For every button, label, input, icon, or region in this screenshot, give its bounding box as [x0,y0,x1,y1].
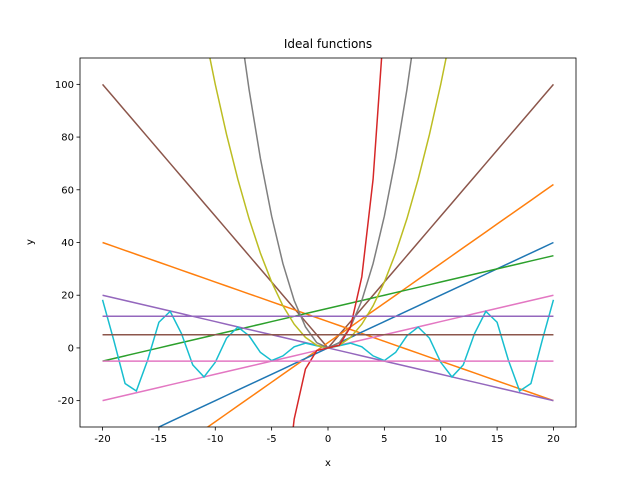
x-tick-label: -15 [151,434,167,445]
y-tick-label: 80 [61,133,74,144]
series-line [102,254,554,362]
x-axis-label: x [325,458,331,469]
y-axis-label: y [25,239,36,245]
y-tick-label: -20 [58,396,74,407]
chart-title: Ideal functions [284,37,372,51]
y-tick-label: 100 [55,80,74,91]
y-tick-label: 0 [68,343,74,354]
plot-lines [101,58,555,427]
y-tick-label: 20 [61,291,74,302]
x-tick-label: 5 [381,434,387,445]
x-tick-label: 15 [491,434,504,445]
series-line [102,241,554,402]
x-tick-label: -10 [207,434,223,445]
x-tick-label: 0 [325,434,331,445]
y-tick-label: 60 [61,185,74,196]
series-line [206,183,554,427]
x-tick-label: 10 [434,434,447,445]
x-tick-label: -5 [267,434,277,445]
y-tick-label: 40 [61,238,74,249]
x-tick-label: -20 [94,434,110,445]
x-tick-label: 20 [547,434,560,445]
series-line [292,58,383,427]
